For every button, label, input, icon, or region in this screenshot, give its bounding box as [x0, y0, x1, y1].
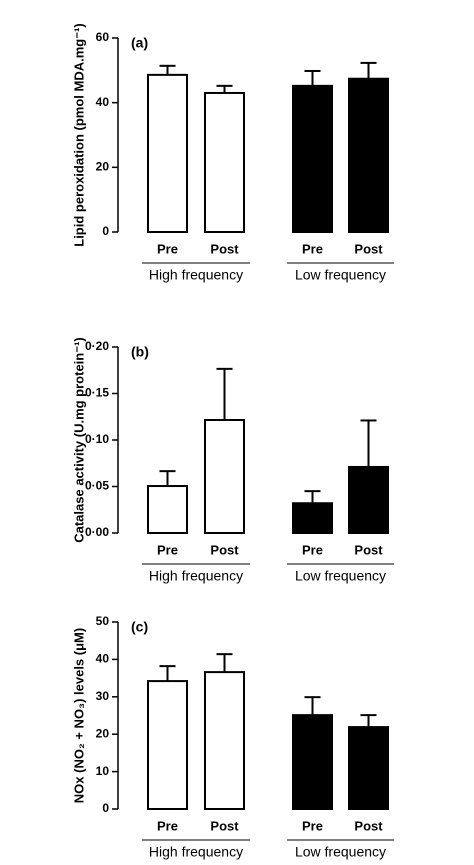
- x-tick-label: Post: [354, 241, 383, 256]
- y-tick-label: 0·20: [85, 339, 109, 353]
- panel-label: (b): [131, 344, 149, 360]
- bar: [348, 77, 389, 233]
- y-tick-label: 0·10: [85, 432, 109, 446]
- x-tick-label: Pre: [302, 241, 323, 256]
- y-tick-label: 50: [96, 614, 110, 628]
- x-tick-label: Post: [210, 542, 239, 557]
- y-axis-label: Catalase activity (U.mg protein⁻¹): [71, 337, 86, 543]
- y-tick-label: 0: [102, 801, 109, 815]
- y-tick-label: 60: [96, 30, 110, 44]
- y-tick-label: 10: [96, 764, 110, 778]
- y-tick-label: 20: [96, 726, 110, 740]
- bar: [147, 680, 188, 810]
- bar: [147, 73, 188, 233]
- x-tick-label: Pre: [302, 818, 323, 833]
- y-tick-label: 0: [102, 224, 109, 238]
- group-label: Low frequency: [295, 844, 386, 860]
- y-tick-label: 0·00: [85, 525, 109, 539]
- y-tick-label: 40: [96, 95, 110, 109]
- y-axis-label: NOx (NO₂ + NO₃) levels (μM): [71, 628, 86, 803]
- x-tick-label: Post: [210, 818, 239, 833]
- x-tick-label: Post: [354, 818, 383, 833]
- bar: [292, 714, 333, 810]
- x-tick-label: Pre: [157, 818, 178, 833]
- group-label: High frequency: [149, 568, 243, 584]
- bar: [292, 502, 333, 534]
- bar: [204, 91, 245, 234]
- bar: [348, 465, 389, 534]
- group-label: Low frequency: [295, 568, 386, 584]
- panel-label: (c): [131, 619, 148, 635]
- x-tick-label: Post: [354, 542, 383, 557]
- group-label: Low frequency: [295, 267, 386, 283]
- y-tick-label: 30: [96, 689, 110, 703]
- x-tick-label: Pre: [302, 542, 323, 557]
- bar: [292, 84, 333, 233]
- y-axis-label: Lipid peroxidation (pmol MDA.mg⁻¹): [71, 23, 86, 247]
- x-tick-label: Post: [210, 241, 239, 256]
- bar: [348, 726, 389, 810]
- group-label: High frequency: [149, 844, 243, 860]
- bar: [147, 485, 188, 535]
- y-tick-label: 0·15: [85, 386, 109, 400]
- group-label: High frequency: [149, 267, 243, 283]
- y-tick-label: 40: [96, 652, 110, 666]
- x-tick-label: Pre: [157, 241, 178, 256]
- bar: [204, 671, 245, 811]
- panel-label: (a): [131, 35, 148, 51]
- y-tick-label: 0·05: [85, 479, 109, 493]
- x-tick-label: Pre: [157, 542, 178, 557]
- bar: [204, 419, 245, 535]
- y-tick-label: 20: [96, 160, 110, 174]
